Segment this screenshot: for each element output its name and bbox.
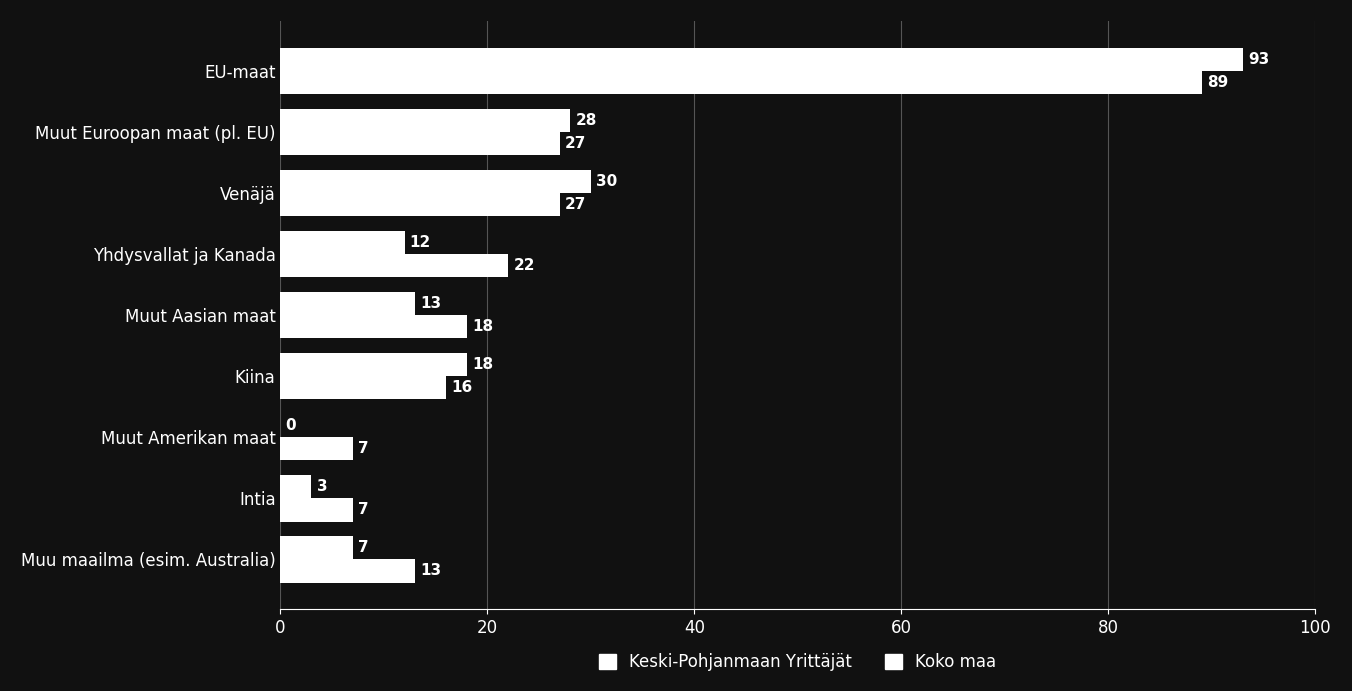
Bar: [280, 437, 353, 460]
Bar: [280, 353, 466, 376]
Legend: Keski-Pohjanmaan Yrittäjät, Koko maa: Keski-Pohjanmaan Yrittäjät, Koko maa: [592, 646, 1003, 677]
Bar: [280, 560, 415, 583]
Bar: [280, 132, 560, 155]
Text: 27: 27: [565, 136, 587, 151]
Bar: [280, 376, 446, 399]
Text: 13: 13: [420, 563, 441, 578]
Text: 7: 7: [358, 442, 369, 456]
Text: 22: 22: [514, 258, 535, 273]
Bar: [280, 498, 353, 522]
Bar: [280, 231, 404, 254]
Text: 93: 93: [1248, 52, 1270, 67]
Text: 27: 27: [565, 197, 587, 212]
Text: 18: 18: [472, 357, 493, 372]
Bar: [280, 254, 508, 277]
Text: 0: 0: [285, 418, 296, 433]
Bar: [280, 315, 466, 339]
Bar: [280, 170, 591, 193]
Text: 3: 3: [316, 479, 327, 494]
Text: 13: 13: [420, 296, 441, 311]
Text: 12: 12: [410, 235, 431, 250]
Text: 16: 16: [452, 380, 472, 395]
Bar: [280, 193, 560, 216]
Text: 89: 89: [1207, 75, 1228, 90]
Text: 7: 7: [358, 540, 369, 556]
Bar: [280, 536, 353, 560]
Text: 28: 28: [576, 113, 596, 128]
Text: 18: 18: [472, 319, 493, 334]
Bar: [280, 70, 1202, 94]
Text: 30: 30: [596, 174, 618, 189]
Bar: [280, 292, 415, 315]
Bar: [280, 108, 571, 132]
Text: 7: 7: [358, 502, 369, 518]
Bar: [280, 475, 311, 498]
Bar: [280, 48, 1242, 70]
